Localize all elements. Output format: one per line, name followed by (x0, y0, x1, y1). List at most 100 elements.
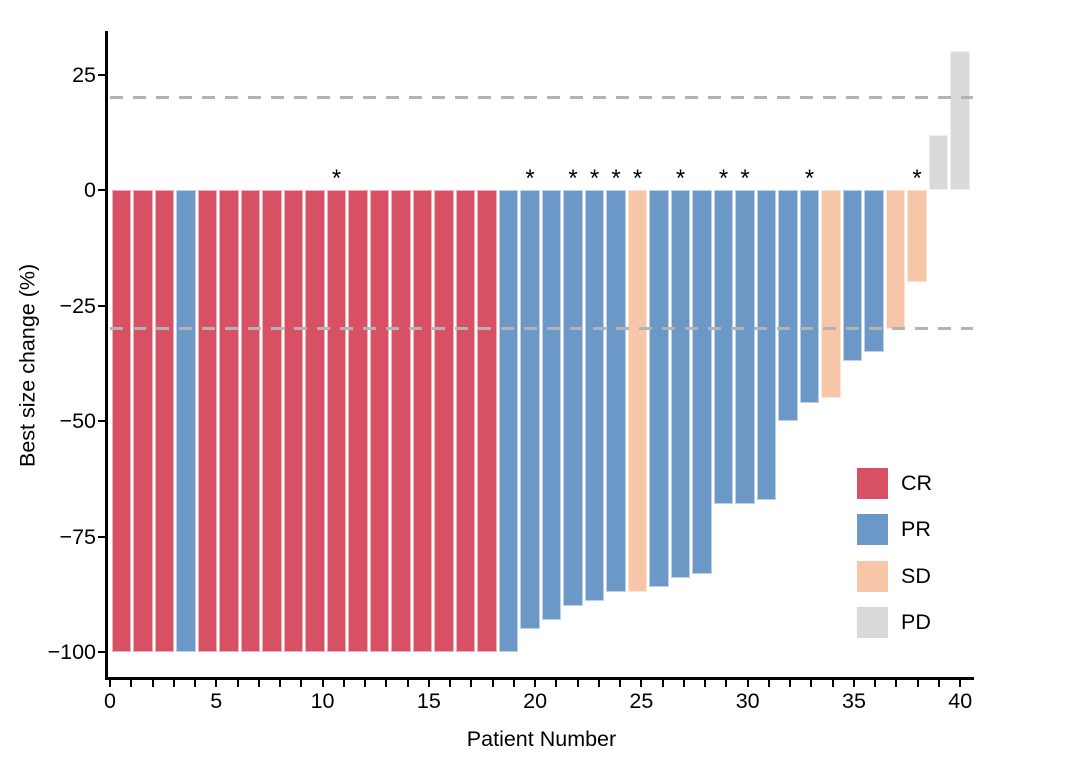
bar-patient-8 (262, 190, 282, 653)
x-tick-5 (215, 680, 218, 687)
legend-item-cr: CR (857, 468, 932, 499)
bar-patient-33 (799, 190, 820, 403)
x-tick-label-20: 20 (523, 689, 548, 713)
y-tick-label--50: −50 (59, 409, 96, 434)
asterisk-patient-23: * (589, 165, 600, 192)
asterisk-patient-30: * (740, 165, 750, 192)
x-tick-39 (937, 680, 940, 687)
bar-patient-13 (369, 190, 390, 653)
asterisk-patient-11: * (331, 165, 342, 192)
legend-label-pd: PD (901, 610, 931, 634)
legend-item-pd: PD (857, 607, 931, 638)
x-tick-label-25: 25 (629, 689, 654, 713)
asterisk-patient-33: * (804, 165, 815, 192)
bar-patient-7 (240, 190, 261, 653)
bar-patient-1 (111, 190, 132, 653)
x-axis-line (105, 677, 974, 680)
x-tick-35 (852, 680, 855, 687)
y-axis-line (105, 31, 108, 680)
y-tick--75 (98, 535, 106, 538)
x-tick-23 (597, 680, 600, 687)
y-tick-label-25: 25 (72, 62, 96, 87)
threshold-line--30 (110, 327, 973, 331)
bar-patient-9 (283, 190, 304, 653)
x-tick-label-15: 15 (416, 689, 441, 713)
x-tick-22 (576, 680, 579, 687)
bar-patient-6 (219, 190, 239, 653)
x-tick-37 (895, 680, 898, 687)
bar-patient-11 (326, 190, 347, 653)
asterisk-patient-38: * (912, 165, 922, 192)
x-tick-9 (300, 680, 303, 687)
bar-patient-40 (950, 51, 970, 191)
asterisk-patient-25: * (632, 165, 643, 192)
x-tick-label-10: 10 (310, 689, 335, 713)
x-tick-4 (194, 680, 197, 687)
y-tick--100 (98, 651, 106, 654)
x-tick-2 (151, 680, 154, 687)
bar-patient-22 (563, 190, 583, 606)
legend-swatch-pr (857, 514, 888, 545)
bar-patient-14 (391, 190, 411, 653)
legend-swatch-cr (857, 468, 888, 499)
x-tick-20 (534, 680, 537, 687)
x-tick-8 (279, 680, 282, 687)
bar-patient-4 (176, 190, 196, 653)
legend-item-pr: PR (857, 514, 931, 545)
x-tick-11 (342, 680, 345, 687)
x-tick-30 (746, 680, 749, 687)
x-tick-29 (725, 680, 728, 687)
asterisk-patient-27: * (675, 165, 686, 192)
y-tick-label-0: 0 (84, 178, 96, 203)
x-tick-40 (959, 680, 962, 687)
x-tick-18 (491, 680, 494, 687)
legend: CR PR SD PD (857, 468, 1057, 658)
bar-patient-2 (133, 190, 153, 653)
x-tick-1 (130, 680, 133, 687)
x-tick-33 (810, 680, 813, 687)
y-tick--50 (98, 420, 106, 423)
x-tick-0 (109, 680, 111, 687)
x-tick-label-35: 35 (841, 689, 866, 713)
x-tick-34 (831, 680, 834, 687)
bar-patient-38 (907, 190, 927, 283)
y-axis-label: Best size change (%) (15, 263, 40, 467)
y-tick-label--25: −25 (59, 293, 96, 318)
x-tick-label-30: 30 (735, 689, 760, 713)
bar-patient-31 (756, 190, 777, 500)
x-tick-36 (874, 680, 877, 687)
bar-patient-19 (498, 190, 519, 653)
legend-item-sd: SD (857, 561, 931, 592)
legend-label-sd: SD (901, 564, 931, 588)
x-tick-label-40: 40 (948, 689, 973, 713)
x-tick-13 (385, 680, 388, 687)
x-tick-12 (364, 680, 367, 687)
x-tick-24 (619, 680, 622, 687)
x-tick-38 (916, 680, 919, 687)
x-tick-26 (661, 680, 664, 687)
bar-patient-5 (197, 190, 218, 653)
y-tick--25 (98, 304, 106, 307)
bar-patient-15 (412, 190, 433, 653)
x-tick-3 (172, 680, 175, 687)
asterisk-patient-22: * (568, 165, 578, 192)
asterisk-patient-24: * (611, 165, 621, 192)
x-tick-31 (767, 680, 770, 687)
bar-patient-30 (735, 190, 755, 505)
threshold-line-20 (110, 96, 973, 100)
legend-label-cr: CR (901, 471, 933, 495)
bar-patient-32 (778, 190, 798, 422)
bar-patient-16 (434, 190, 454, 653)
x-tick-27 (682, 680, 685, 687)
bar-patient-12 (348, 190, 368, 653)
legend-swatch-sd (857, 561, 888, 592)
y-tick-label--75: −75 (59, 524, 96, 549)
bar-patient-36 (864, 190, 884, 352)
bar-patient-37 (885, 190, 906, 329)
bar-patient-25 (627, 190, 648, 592)
bar-patient-27 (670, 190, 691, 579)
bar-patient-10 (305, 190, 325, 653)
x-tick-6 (236, 680, 239, 687)
x-tick-17 (470, 680, 473, 687)
